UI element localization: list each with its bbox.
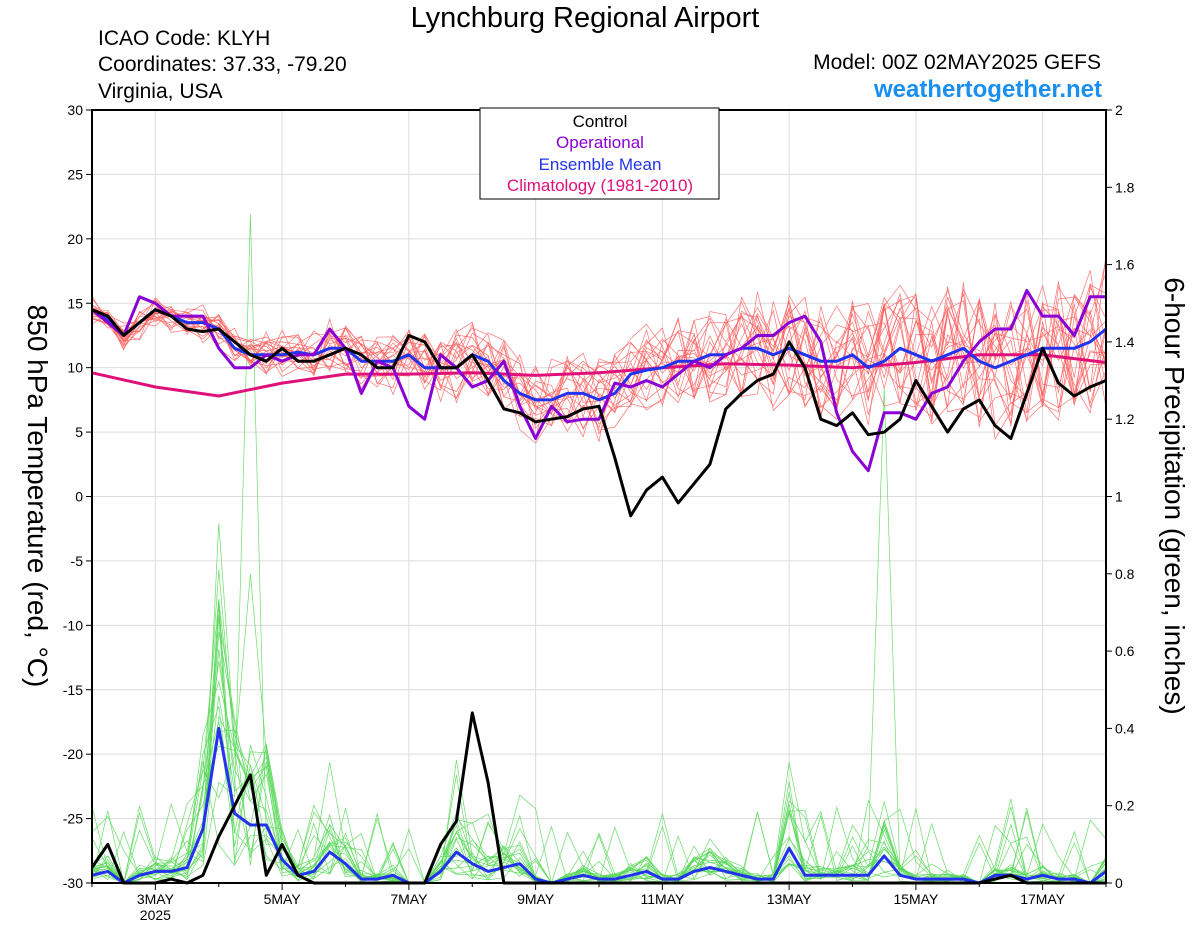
- precip-member-line: [91, 573, 1107, 884]
- main-series: [90, 288, 1107, 885]
- right-tick-label: 1.2: [1115, 411, 1135, 427]
- left-tick-label: 5: [75, 424, 83, 440]
- series-ensemble-mean-temp: [91, 308, 1107, 402]
- x-tick-label: 17MAY: [1020, 891, 1066, 907]
- left-tick-label: 15: [67, 295, 83, 311]
- legend-entry-operational: Operational: [556, 133, 644, 152]
- temp-member-line: [91, 282, 1107, 442]
- x-tick-year: 2025: [140, 907, 171, 923]
- right-tick-label: 0.8: [1115, 566, 1135, 582]
- temp-member-line: [91, 258, 1107, 432]
- right-tick-label: 1.4: [1115, 334, 1135, 350]
- right-tick-label: 1.6: [1115, 257, 1135, 273]
- legend-entry-mean: Ensemble Mean: [539, 155, 662, 174]
- chart-title: Lynchburg Regional Airport: [410, 2, 760, 34]
- left-tick-label: -30: [63, 875, 83, 891]
- x-tick-label: 15MAY: [893, 891, 939, 907]
- left-tick-label: 0: [75, 489, 83, 505]
- temp-member-line: [91, 290, 1107, 427]
- left-tick-label: -5: [71, 553, 84, 569]
- legend-entry-control: Control: [573, 112, 628, 131]
- temp-member-line: [91, 292, 1107, 431]
- right-tick-label: 0.2: [1115, 798, 1135, 814]
- legend-box: [479, 107, 720, 200]
- right-tick-label: 2: [1115, 102, 1123, 118]
- x-tick-label: 5MAY: [264, 891, 302, 907]
- x-tick-label: 3MAY: [137, 891, 175, 907]
- left-tick-label: -10: [63, 617, 83, 633]
- right-tick-label: 1: [1115, 489, 1123, 505]
- precip-member-line: [91, 721, 1107, 884]
- left-tick-label: -20: [63, 746, 83, 762]
- y-axis-right-label: 6-hour Precipitation (green, inches): [1159, 277, 1190, 714]
- site-link[interactable]: weathertogether.net: [873, 76, 1102, 103]
- coordinates: Coordinates: 37.33, -79.20: [98, 53, 347, 76]
- temp-member-line: [91, 284, 1107, 444]
- y-axis-left-label: 850 hPa Temperature (red, °C): [22, 305, 53, 688]
- right-tick-label: 0.6: [1115, 643, 1135, 659]
- temp-member-line: [91, 284, 1107, 426]
- right-tick-label: 1.8: [1115, 179, 1135, 195]
- temp-member-lines: [91, 254, 1107, 444]
- precip-member-line: [91, 715, 1107, 884]
- x-tick-label: 7MAY: [390, 891, 428, 907]
- legend-entry-climatology: Climatology (1981-2010): [507, 176, 693, 195]
- left-tick-label: 25: [67, 166, 83, 182]
- series-ensemble-mean-precip: [91, 726, 1107, 885]
- model-run: Model: 00Z 02MAY2025 GEFS: [813, 51, 1101, 74]
- precip-member-line: [91, 631, 1107, 884]
- x-tick-label: 13MAY: [767, 891, 813, 907]
- temp-member-line: [91, 284, 1107, 416]
- left-tick-label: 20: [67, 231, 83, 247]
- left-tick-label: 30: [67, 102, 83, 118]
- left-tick-label: 10: [67, 360, 83, 376]
- x-tick-label: 9MAY: [517, 891, 555, 907]
- temp-member-line: [91, 294, 1107, 441]
- x-tick-label: 11MAY: [640, 891, 684, 907]
- precip-member-line: [91, 598, 1107, 884]
- left-tick-label: -25: [63, 811, 83, 827]
- legend: Control Operational Ensemble Mean Climat…: [479, 107, 720, 200]
- temp-member-line: [91, 300, 1107, 427]
- series-control-temp: [91, 308, 1107, 518]
- right-tick-label: 0.4: [1115, 720, 1135, 736]
- axes: 302520151050-5-10-15-20-25-3021.81.61.41…: [63, 102, 1135, 923]
- left-tick-label: -15: [63, 682, 83, 698]
- region: Virginia, USA: [98, 80, 223, 103]
- icao-code: ICAO Code: KLYH: [98, 27, 271, 50]
- right-tick-label: 0: [1115, 875, 1123, 891]
